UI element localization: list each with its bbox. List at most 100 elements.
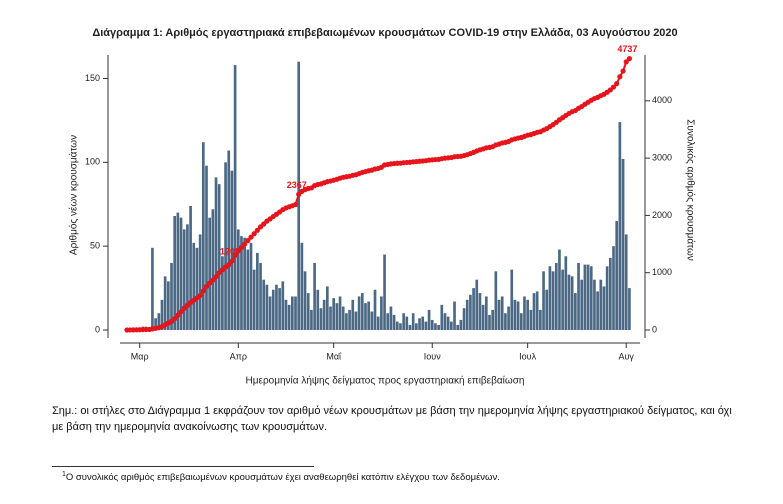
- bar: [612, 246, 615, 330]
- footnote: 1Ο συνολικός αριθμός επιβεβαιωμένων κρου…: [62, 471, 500, 483]
- bar: [516, 301, 520, 330]
- footnote-mark: 1: [62, 471, 66, 478]
- bar: [586, 264, 590, 330]
- bar: [551, 271, 555, 330]
- bar: [367, 301, 370, 330]
- bar: [443, 313, 447, 330]
- bar: [583, 264, 587, 330]
- bar: [335, 303, 339, 330]
- bar: [313, 262, 316, 330]
- bar: [513, 299, 517, 330]
- line-point: [172, 315, 178, 322]
- line-point: [623, 59, 629, 65]
- bar: [166, 281, 170, 330]
- bar: [179, 217, 183, 330]
- line-point: [610, 84, 617, 90]
- bar: [437, 324, 440, 330]
- line-point: [251, 231, 257, 237]
- bar: [176, 212, 180, 330]
- bar: [306, 293, 310, 330]
- bar: [224, 162, 227, 330]
- line-point: [245, 238, 251, 244]
- bar: [214, 177, 218, 330]
- bar: [189, 205, 192, 330]
- line-point: [235, 248, 241, 254]
- bar: [542, 271, 545, 330]
- bar: [230, 170, 234, 330]
- bar: [450, 321, 453, 330]
- bar: [529, 309, 533, 330]
- x-axis-label: Ημερομηνία λήψης δείγματος προς εργαστηρ…: [246, 375, 525, 387]
- bar: [205, 165, 208, 330]
- y-tick-label: 0: [95, 324, 100, 334]
- bar: [564, 256, 568, 330]
- line-point: [175, 312, 181, 318]
- x-tick-label: Μαρ: [131, 351, 149, 361]
- bar: [275, 284, 278, 330]
- bar: [440, 304, 444, 330]
- bar: [497, 299, 501, 330]
- bar: [577, 262, 580, 330]
- bar: [484, 296, 488, 330]
- line-point: [254, 227, 260, 233]
- bar: [472, 288, 475, 330]
- line-point: [242, 241, 248, 247]
- bar: [580, 279, 584, 330]
- y2-tick-label: 2000: [652, 210, 672, 220]
- bar: [424, 321, 428, 330]
- y2-tick-label: 0: [652, 324, 657, 334]
- bar: [526, 299, 529, 330]
- bar: [386, 313, 390, 330]
- bar: [574, 293, 577, 330]
- line-point: [203, 283, 210, 290]
- bar: [608, 257, 612, 330]
- bar: [310, 309, 313, 330]
- line-point: [248, 234, 254, 240]
- bar: [411, 313, 415, 330]
- bar: [329, 306, 332, 330]
- bar: [163, 276, 167, 330]
- chart-title: Διάγραμμα 1: Αριθμός εργαστηριακά επιβεβ…: [92, 27, 677, 39]
- bar: [628, 288, 631, 330]
- x-tick-label: Μαΐ: [326, 351, 342, 361]
- x-tick-label: Ιουλ: [519, 351, 536, 361]
- bar: [236, 229, 240, 330]
- bar: [370, 311, 374, 330]
- y2-tick-label: 3000: [652, 153, 672, 163]
- y2-tick-label: 1000: [652, 267, 672, 277]
- y2-tick-label: 4000: [652, 95, 672, 105]
- bar: [570, 276, 574, 330]
- point-label: 2367: [287, 180, 307, 190]
- bar: [434, 323, 437, 330]
- bar: [418, 318, 421, 330]
- bar: [151, 247, 154, 330]
- bar: [558, 249, 561, 330]
- bar: [621, 158, 625, 330]
- bar: [535, 291, 539, 330]
- bar: [554, 262, 558, 330]
- bar: [602, 286, 606, 330]
- bar: [278, 288, 281, 330]
- bar: [491, 309, 495, 330]
- bar: [201, 142, 205, 330]
- line-point: [626, 56, 633, 62]
- bar: [519, 313, 523, 330]
- y-tick-label: 150: [85, 73, 100, 83]
- bar: [233, 65, 237, 330]
- y-tick-label: 50: [90, 241, 100, 251]
- bar: [284, 299, 288, 330]
- bar: [402, 313, 405, 330]
- bar: [281, 281, 285, 330]
- bar: [345, 313, 348, 330]
- note: Σημ.: οι στήλες στο Διάγραμμα 1 εκφράζου…: [52, 405, 732, 433]
- bar: [446, 316, 450, 330]
- bar: [462, 308, 466, 330]
- chart: Διάγραμμα 1: Αριθμός εργαστηριακά επιβεβ…: [68, 27, 697, 387]
- bar: [319, 308, 323, 330]
- bar: [561, 269, 564, 330]
- bar: [351, 299, 355, 330]
- line-point: [232, 252, 238, 259]
- bar: [160, 299, 164, 330]
- bar: [545, 289, 549, 330]
